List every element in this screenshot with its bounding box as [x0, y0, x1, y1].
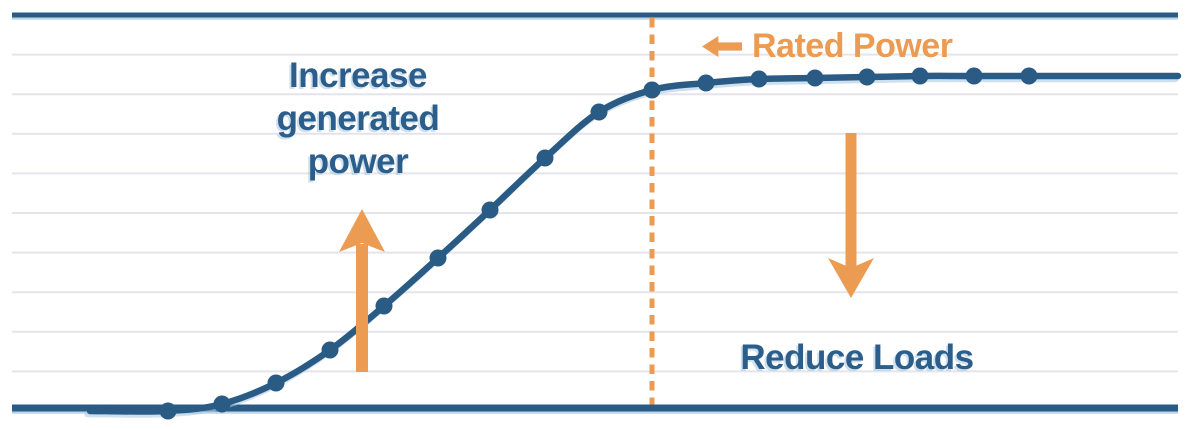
gridlines	[12, 53, 1178, 373]
arrow-head	[828, 258, 874, 298]
data-point-dot	[159, 402, 177, 420]
data-point-dot	[965, 67, 983, 85]
increase-label-line3: power	[307, 142, 409, 181]
rated-power-label-text: Rated Power	[752, 27, 953, 65]
data-point-dot	[911, 67, 929, 85]
reduce-loads-label: Reduce Loads	[740, 338, 974, 377]
data-point-dot	[213, 395, 231, 413]
data-point-dot	[429, 249, 447, 267]
data-point-dot	[806, 69, 824, 87]
data-point-dot	[1020, 67, 1038, 85]
increase-label-line1: Increase	[288, 56, 428, 95]
increase-label-line2: generated	[276, 99, 440, 138]
data-point-dot	[267, 374, 285, 392]
data-point-dot	[750, 70, 768, 88]
arrow-shaft	[845, 133, 857, 270]
data-point-dot	[697, 74, 715, 92]
data-point-dot	[481, 201, 499, 219]
left-arrow-icon	[702, 35, 742, 57]
data-point-dot	[321, 341, 339, 359]
rated-power-label: Rated Power	[702, 27, 953, 65]
power-curve-data-points	[159, 67, 1038, 420]
data-point-dot	[536, 149, 554, 167]
increase-power-up-arrow-icon	[339, 209, 385, 372]
arrow-shaft	[356, 244, 368, 372]
data-point-dot	[375, 297, 393, 315]
data-point-dot	[858, 68, 876, 86]
data-point-dot	[643, 81, 661, 99]
reduce-loads-down-arrow-icon	[828, 133, 874, 298]
increase-generated-power-label: Increase generated power	[208, 54, 508, 183]
arrow-head	[339, 209, 385, 252]
data-point-dot	[590, 103, 608, 121]
